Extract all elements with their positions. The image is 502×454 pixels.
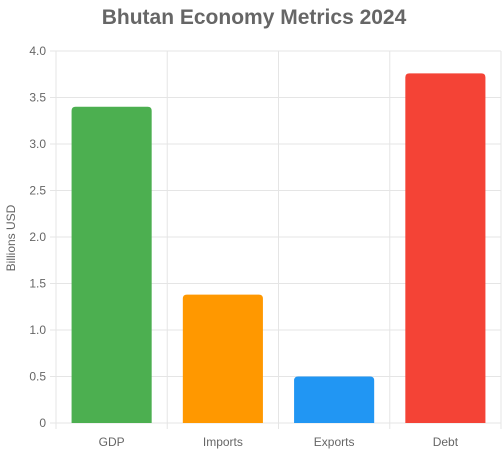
y-axis-ticks: 0 0.5 1.0 1.5 2.0 2.5 3.0 3.5 4.0 — [29, 44, 46, 430]
y-tick-label: 2.5 — [29, 184, 46, 198]
y-axis-label: Billions USD — [4, 204, 18, 271]
y-tick-label: 1.5 — [29, 277, 46, 291]
y-tick-label: 0.5 — [29, 370, 46, 384]
bar-exports — [294, 376, 375, 423]
x-tick-label: GDP — [99, 435, 125, 449]
y-tick-label: 4.0 — [29, 44, 46, 58]
chart-title: Bhutan Economy Metrics 2024 — [102, 6, 407, 29]
y-tick-label: 3.0 — [29, 137, 46, 151]
x-tick-label: Debt — [433, 435, 459, 449]
y-tick-label: 2.0 — [29, 230, 46, 244]
y-tick-label: 0 — [39, 416, 46, 430]
bars — [71, 73, 486, 424]
bar-debt — [405, 73, 486, 423]
x-axis-ticks: GDP Imports Exports Debt — [99, 435, 459, 449]
bar-gdp — [71, 106, 152, 424]
x-tick-label: Exports — [314, 435, 355, 449]
bar-imports — [182, 294, 263, 423]
x-tick-label: Imports — [203, 435, 243, 449]
y-tick-label: 1.0 — [29, 323, 46, 337]
y-tick-label: 3.5 — [29, 91, 46, 105]
